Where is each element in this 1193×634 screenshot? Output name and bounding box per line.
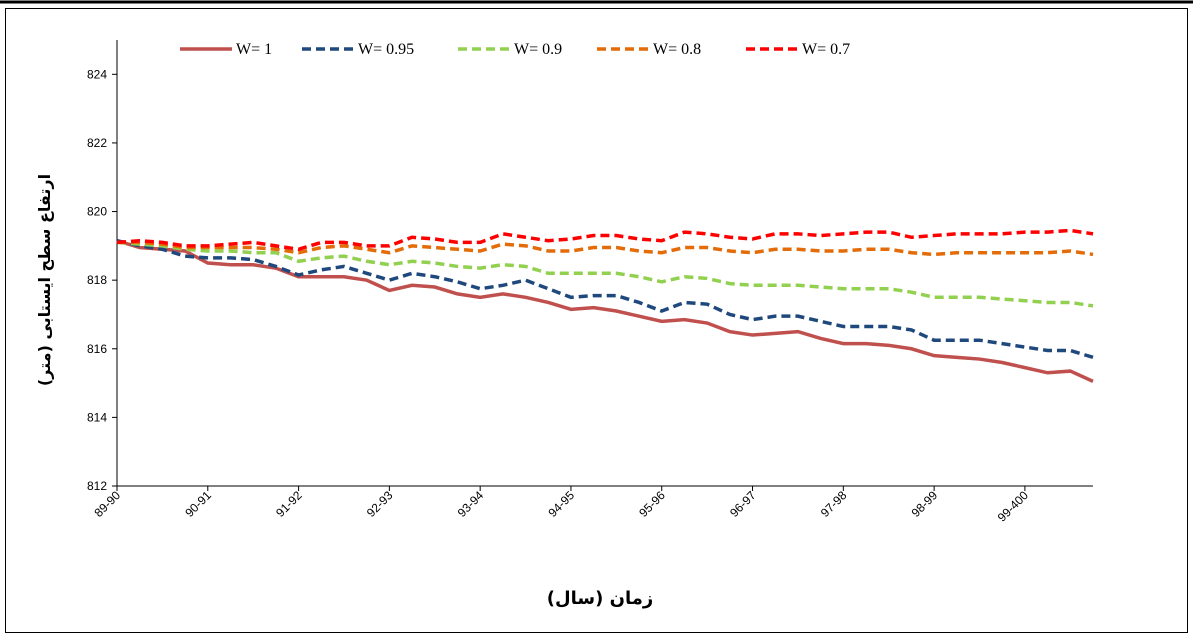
y-tick-label: 814: [87, 410, 107, 424]
x-tick-label: 90-91: [182, 488, 214, 520]
x-axis-title: زمان (سال): [547, 588, 653, 609]
series-line: [116, 240, 1094, 308]
x-tick-label: 93-94: [455, 488, 487, 520]
legend-label: W= 1: [236, 41, 272, 58]
frame: [5, 8, 1188, 633]
legend-label: W= 0.95: [358, 41, 414, 58]
series-line: [116, 239, 1094, 383]
y-tick-label: 812: [87, 479, 107, 493]
y-tick-label: 824: [87, 67, 107, 81]
series-line: [116, 228, 1094, 252]
x-tick-label: 91-92: [273, 488, 305, 520]
series-line: [116, 238, 1094, 360]
series-line: [117, 240, 1094, 257]
x-tick-label: 92-93: [364, 488, 396, 520]
x-tick-label: 98-99: [909, 488, 941, 520]
legend-label: W= 0.8: [653, 41, 701, 58]
x-tick-label: 97-98: [818, 488, 850, 520]
y-tick-label: 816: [87, 342, 107, 356]
y-axis-title: ارتفاع سطح ایستابی (متر): [35, 174, 54, 386]
legend-label: W= 0.9: [514, 41, 562, 58]
y-tick-label: 818: [87, 273, 107, 287]
legend-label: W= 0.7: [802, 41, 850, 58]
x-tick-label: 99-400: [995, 488, 1032, 525]
x-tick-label: 94-95: [545, 488, 577, 520]
x-tick-label: 95-96: [636, 488, 668, 520]
x-tick-label: 96-97: [727, 488, 759, 520]
y-tick-label: 820: [87, 205, 107, 219]
y-tick-label: 822: [87, 136, 107, 150]
